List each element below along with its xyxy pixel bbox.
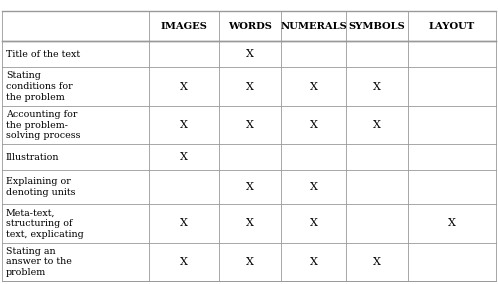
Text: X: X <box>247 218 254 228</box>
Text: X: X <box>374 120 381 130</box>
Text: X: X <box>180 257 188 267</box>
Text: X: X <box>247 82 254 91</box>
Text: X: X <box>247 49 254 59</box>
Text: X: X <box>247 120 254 130</box>
Text: X: X <box>247 257 254 267</box>
Text: X: X <box>310 257 318 267</box>
Text: IMAGES: IMAGES <box>161 22 208 31</box>
Text: Title of the text: Title of the text <box>6 50 80 59</box>
Text: Accounting for
the problem-
solving process: Accounting for the problem- solving proc… <box>6 110 81 140</box>
Text: X: X <box>310 120 318 130</box>
Text: X: X <box>374 257 381 267</box>
Text: X: X <box>374 82 381 91</box>
Text: X: X <box>180 218 188 228</box>
Text: X: X <box>448 218 456 228</box>
Text: Meta-text,
structuring of
text, explicating: Meta-text, structuring of text, explicat… <box>6 208 84 239</box>
Text: Illustration: Illustration <box>6 153 59 162</box>
Text: NUMERALS: NUMERALS <box>280 22 347 31</box>
Text: X: X <box>310 218 318 228</box>
Text: X: X <box>247 182 254 192</box>
Text: Stating
conditions for
the problem: Stating conditions for the problem <box>6 71 73 102</box>
Text: LAYOUT: LAYOUT <box>429 22 475 31</box>
Text: Stating an
answer to the
problem: Stating an answer to the problem <box>6 247 72 277</box>
Text: X: X <box>310 182 318 192</box>
Text: X: X <box>180 152 188 162</box>
Text: Explaining or
denoting units: Explaining or denoting units <box>6 178 76 197</box>
Text: X: X <box>310 82 318 91</box>
Text: SYMBOLS: SYMBOLS <box>349 22 405 31</box>
Text: X: X <box>180 82 188 91</box>
Text: WORDS: WORDS <box>228 22 272 31</box>
Text: X: X <box>180 120 188 130</box>
